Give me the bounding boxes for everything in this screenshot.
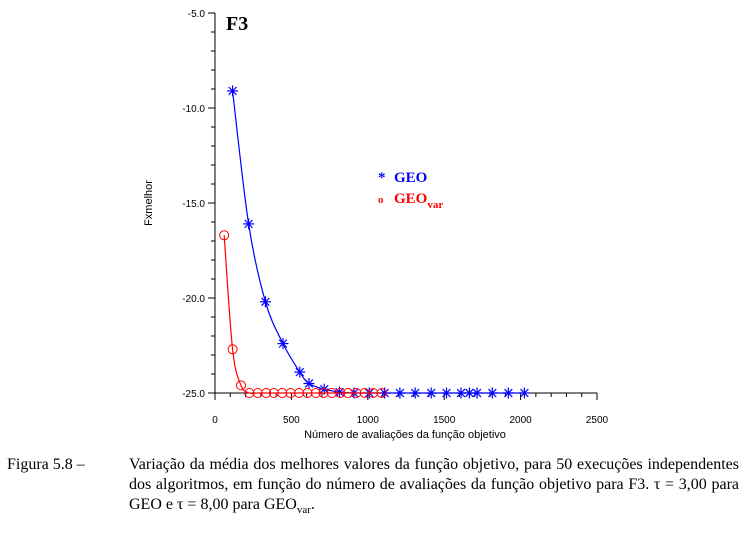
series-1-point	[376, 388, 387, 398]
series-1-point	[335, 388, 346, 398]
star-stroke	[278, 339, 288, 348]
series-1-point	[252, 388, 263, 398]
axes: -5.0 -10.0 -15.0 -20.0 -25.0 0 500 1000 1500 2000…	[182, 9, 608, 426]
series-1-point	[268, 388, 279, 398]
series-0-point	[409, 387, 421, 399]
legend-geovar-label: GEOvar	[394, 191, 443, 211]
y-tick-label: -5.0	[188, 9, 206, 20]
star-stroke	[335, 387, 344, 397]
x-tick-label: 1000	[357, 415, 380, 426]
series-0-point	[518, 387, 530, 399]
series-0-point	[259, 296, 271, 308]
y-tick-label: -15.0	[182, 199, 205, 210]
star-stroke	[472, 388, 482, 398]
series-0-point	[502, 387, 514, 399]
x-tick-label: 1500	[433, 415, 456, 426]
series-0-line	[231, 90, 525, 394]
series-1-point	[219, 230, 230, 241]
caption-end: .	[310, 496, 315, 513]
series-0-point	[455, 387, 467, 399]
star-stroke	[319, 384, 329, 394]
series-0-point	[425, 387, 437, 399]
y-tick-label: -25.0	[182, 389, 205, 400]
series-1-point	[351, 388, 362, 398]
series-0-point	[440, 387, 452, 399]
y-tick-label: -20.0	[182, 294, 205, 305]
series-0-point	[294, 366, 306, 378]
star-stroke	[456, 388, 466, 398]
legend-geovar-marker: o	[378, 194, 384, 206]
series-1-point	[285, 388, 296, 398]
series-0-point	[486, 387, 498, 399]
caption-body: Variação da média dos melhores valores d…	[129, 455, 739, 520]
star-stroke	[304, 379, 314, 388]
caption-label: Figura 5.8 –	[7, 456, 85, 473]
x-tick-label: 0	[212, 415, 218, 426]
legend-geovar-label-main: GEO	[394, 191, 427, 207]
series-1-point	[227, 344, 238, 355]
star-stroke	[504, 388, 513, 398]
star-stroke	[395, 388, 405, 398]
series-layer	[219, 85, 530, 399]
star-stroke	[261, 297, 270, 307]
series-1-point	[302, 388, 313, 398]
series-0-point	[471, 387, 483, 399]
series-0-point	[303, 378, 315, 389]
star-stroke	[426, 388, 436, 398]
star-stroke	[228, 86, 237, 96]
series-1-point	[261, 388, 272, 398]
x-tick-label: 500	[283, 415, 300, 426]
series-0-point	[277, 338, 289, 350]
x-axis-title: Número de avaliações da função objetivo	[304, 429, 506, 441]
star-stroke	[442, 388, 451, 398]
series-0-point	[243, 218, 255, 230]
star-stroke	[380, 388, 389, 398]
legend-geovar-label-sub: var	[427, 199, 443, 211]
star-stroke	[488, 388, 497, 398]
series-1-point	[342, 388, 353, 398]
star-stroke	[465, 388, 474, 398]
series-1-point	[326, 388, 337, 398]
series-0-point	[227, 85, 239, 97]
series-1-point	[318, 388, 329, 398]
series-1-point	[359, 388, 370, 398]
star-stroke	[520, 388, 529, 398]
series-1-point	[235, 380, 246, 391]
series-0-point	[394, 387, 406, 399]
legend-geo-marker: *	[378, 170, 386, 186]
legend-geo-label: GEO	[394, 170, 427, 186]
figure-caption: Figura 5.8 – Variação da média dos melhor…	[7, 455, 742, 520]
star-stroke	[244, 219, 253, 229]
star-stroke	[410, 388, 420, 398]
chart-title: F3	[226, 13, 248, 35]
x-tick-label: 2500	[586, 415, 609, 426]
x-tick-label: 2000	[509, 415, 532, 426]
y-tick-label: -10.0	[182, 104, 205, 115]
legend: * GEO o GEOvar	[378, 170, 443, 211]
series-1-point	[294, 388, 305, 398]
star-stroke	[295, 367, 305, 377]
series-1-point	[310, 388, 321, 398]
chart: -5.0 -10.0 -15.0 -20.0 -25.0 0 500 1000 1500 2000…	[143, 9, 609, 441]
series-1-point	[277, 388, 288, 398]
caption-subscript: var	[296, 504, 311, 517]
y-axis-title: Fxmelhor	[143, 180, 155, 226]
series-1-point	[244, 388, 255, 398]
caption-text: Variação da média dos melhores valores d…	[129, 456, 739, 513]
series-1-point	[368, 388, 379, 398]
series-1-line	[223, 235, 382, 395]
